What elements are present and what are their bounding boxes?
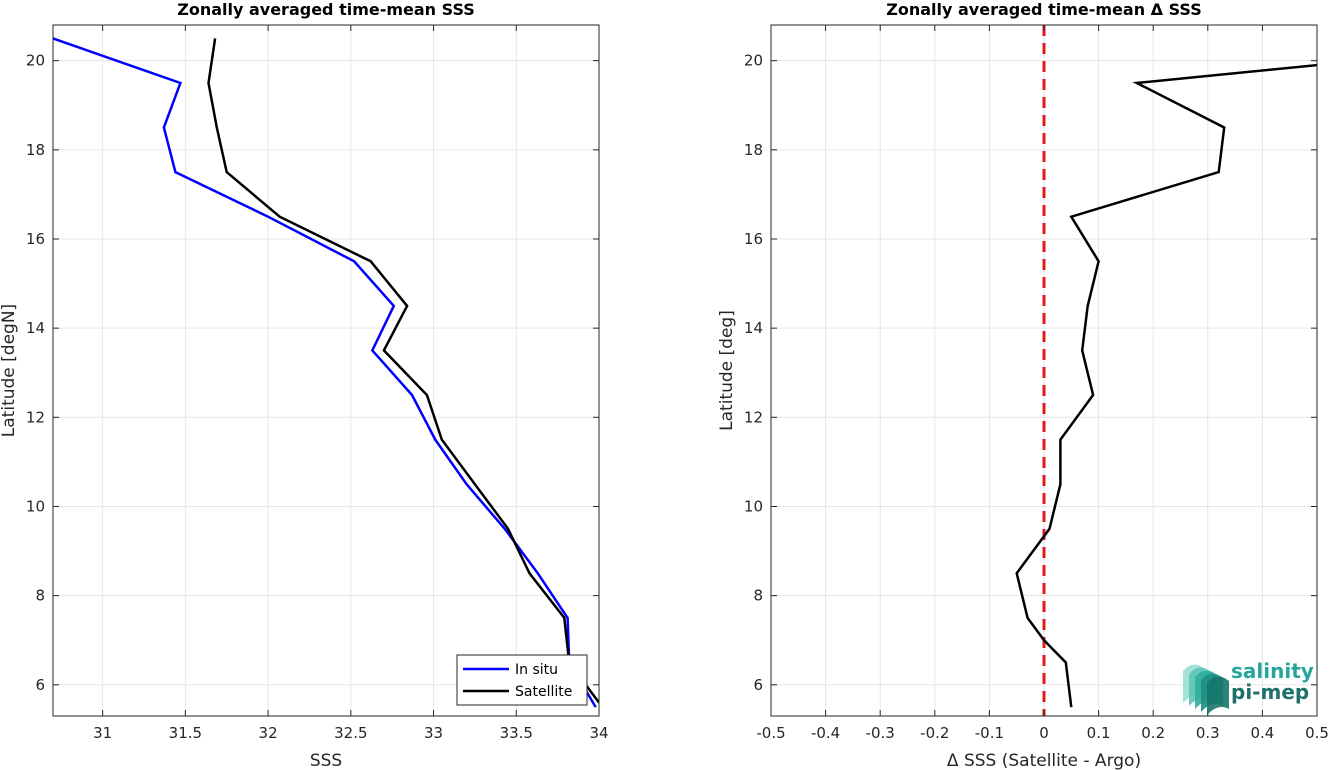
y-tick-label: 12 [744, 408, 763, 426]
x-tick-label: 31 [93, 724, 112, 742]
x-tick-label: 33.5 [500, 724, 533, 742]
y-tick-label: 16 [744, 230, 763, 248]
x-tick-label: 0.3 [1196, 724, 1220, 742]
y-tick-label: 18 [26, 141, 45, 159]
x-tick-label: 32 [259, 724, 278, 742]
y-tick-label: 20 [744, 52, 763, 70]
x-tick-label: 33 [424, 724, 443, 742]
y-tick-label: 10 [744, 497, 763, 515]
x-tick-label: -0.4 [811, 724, 840, 742]
legend: In situ Satellite [456, 654, 588, 706]
x-tick-label: 32.5 [334, 724, 367, 742]
axes-box [52, 24, 600, 717]
x-tick-label: 0.1 [1087, 724, 1111, 742]
series-line-in-situ [53, 37, 597, 708]
legend-label: In situ [515, 662, 558, 678]
series-line-satellite [207, 38, 599, 704]
y-tick-label: 14 [26, 319, 45, 337]
logo-text-pi-mep: pi-mep [1231, 680, 1309, 704]
x-tick-label: 31.5 [169, 724, 202, 742]
plot-area [53, 25, 599, 716]
x-tick-label: 0.5 [1305, 724, 1329, 742]
series-line-1 [1015, 63, 1317, 708]
legend-box [456, 654, 588, 706]
y-tick-label: 8 [35, 587, 45, 605]
x-tick-label: -0.2 [920, 724, 949, 742]
x-tick-label: -0.3 [866, 724, 895, 742]
x-axis-label: SSS [310, 751, 342, 770]
y-axis-label: Latitude [deg] [717, 310, 737, 431]
chart-title: Zonally averaged time-mean SSS [177, 0, 475, 19]
x-tick-label: -0.1 [975, 724, 1004, 742]
x-tick-label: 34 [589, 724, 608, 742]
logo-text-salinity: salinity [1231, 659, 1314, 683]
x-tick-label: 0.2 [1141, 724, 1165, 742]
chart-title: Zonally averaged time-mean Δ SSS [886, 0, 1202, 19]
y-tick-label: 8 [753, 587, 763, 605]
y-tick-label: 6 [35, 676, 45, 694]
y-tick-label: 12 [26, 408, 45, 426]
legend-label: Satellite [515, 684, 572, 700]
y-tick-label: 16 [26, 230, 45, 248]
x-axis-label: Δ SSS (Satellite - Argo) [947, 751, 1141, 770]
y-tick-label: 10 [26, 497, 45, 515]
x-tick-label: 0 [1039, 724, 1049, 742]
panel-2: -0.5 -0.4 -0.3 -0.2 -0.1 0 0.1 0.2 0.3 0.4 0.5 6 8 10… [717, 0, 1329, 770]
y-tick-label: 14 [744, 319, 763, 337]
logo-wave-icon [1207, 676, 1229, 715]
y-tick-label: 6 [753, 676, 763, 694]
x-tick-label: 0.4 [1250, 724, 1274, 742]
y-axis-label: Latitude [degN] [0, 304, 19, 437]
panel-1: 31 31.5 32 32.5 33 33.5 34 6 8 10 12 14 16 18 20 Zonall… [0, 0, 609, 770]
y-tick-label: 20 [26, 52, 45, 70]
x-tick-label: -0.5 [756, 724, 785, 742]
y-tick-label: 18 [744, 141, 763, 159]
